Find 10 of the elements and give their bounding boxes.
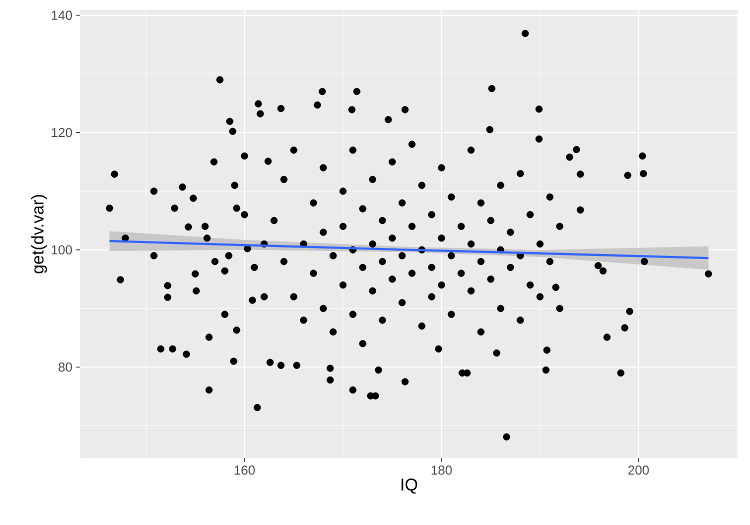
y-tick-label: 120 xyxy=(52,128,72,138)
x-axis-title: IQ xyxy=(402,478,418,494)
x-tick-label: 200 xyxy=(628,466,649,475)
x-tick-label: 160 xyxy=(234,466,255,475)
x-tick-label: 180 xyxy=(432,466,452,475)
line-series xyxy=(108,240,710,260)
y-tick-label: 140 xyxy=(52,10,72,20)
y-tick-label: 100 xyxy=(52,245,72,254)
y-tick-label: 80 xyxy=(58,362,72,372)
y-axis-title: get(dv.var) xyxy=(31,195,47,274)
